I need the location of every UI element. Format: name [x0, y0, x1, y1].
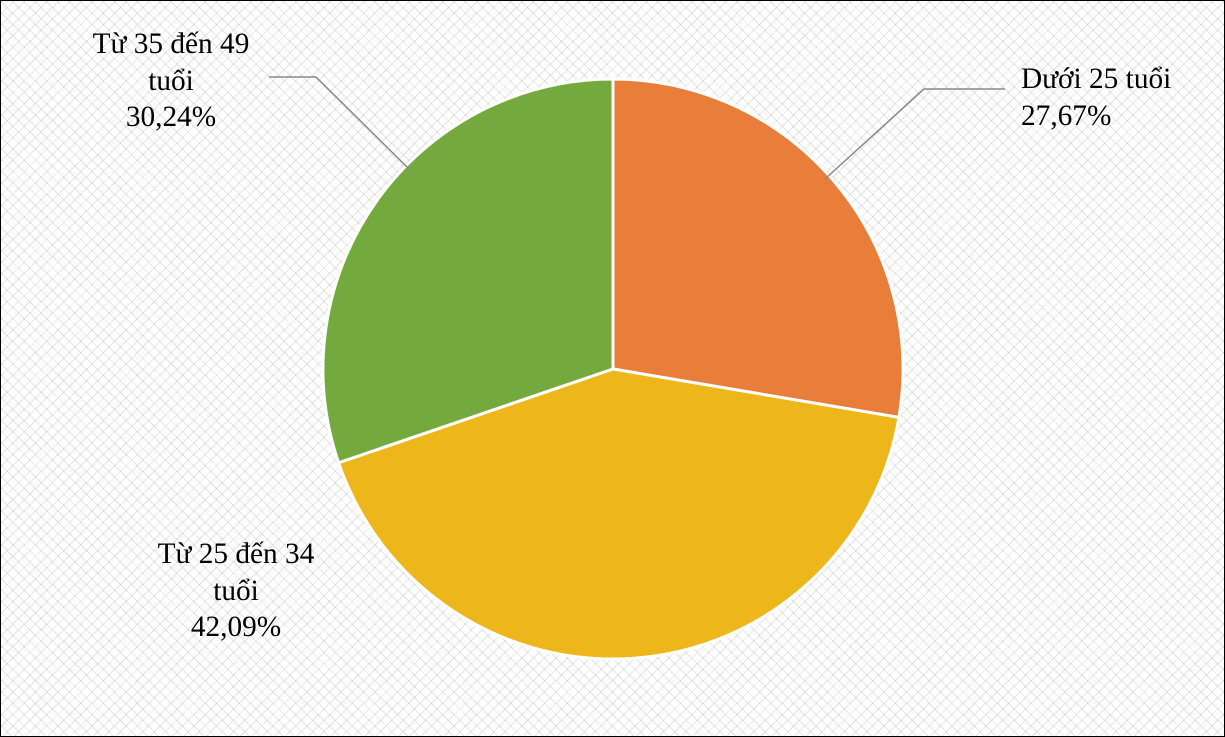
leader-line-0: [825, 89, 1005, 179]
pie-label-0: Dưới 25 tuổi 27,67%: [1021, 61, 1201, 134]
leader-line-2: [269, 77, 411, 171]
pie-chart-container: Dưới 25 tuổi 27,67% Từ 25 đến 34 tuổi 42,…: [0, 0, 1225, 737]
pie-slice-0: [613, 79, 903, 417]
pie-label-1: Từ 25 đến 34 tuổi 42,09%: [136, 536, 336, 646]
pie-label-2: Từ 35 đến 49 tuổi 30,24%: [71, 26, 271, 136]
